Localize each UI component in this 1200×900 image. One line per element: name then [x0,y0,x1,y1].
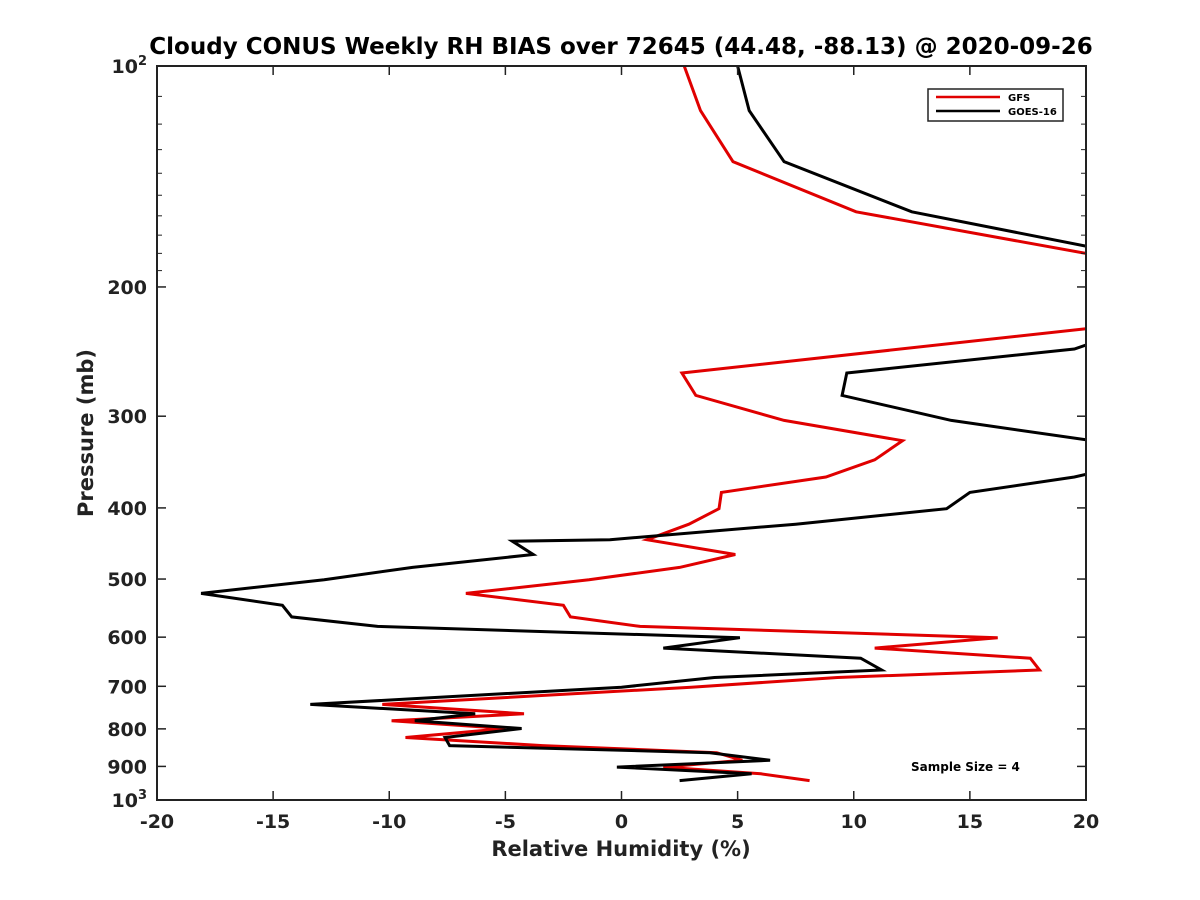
x-tick-label: 0 [615,811,628,833]
plot-lines [200,66,1086,783]
legend: GFS GOES-16 [927,88,1064,122]
legend-box [927,88,1064,122]
x-tick-label: 15 [957,811,983,833]
y-tick-label: 300 [107,406,147,428]
sample-size-annotation: Sample Size = 4 [911,760,1020,774]
x-tick-label: -20 [140,811,174,833]
y-tick-label: 200 [107,277,147,299]
y-tick-label: 102 [112,54,148,78]
series-line-goes16 [200,66,1086,783]
y-tick-label: 800 [107,719,147,741]
series-line-gfs [382,66,1086,783]
y-axis: 102 200 300 400 500 600 700 800 900 103 [107,54,1086,812]
x-tick-label: 20 [1073,811,1099,833]
y-tick-label: 400 [107,498,147,520]
y-tick-label: 700 [107,676,147,698]
x-tick-label: 10 [841,811,867,833]
x-tick-label: -10 [372,811,406,833]
x-tick-label: 5 [731,811,744,833]
y-axis-label: Pressure (mb) [74,349,98,517]
chart-title: Cloudy CONUS Weekly RH BIAS over 72645 (… [149,34,1092,60]
legend-label-gfs: GFS [1008,93,1030,104]
x-axis-label: Relative Humidity (%) [491,837,750,861]
x-axis: -20 -15 -10 -5 0 5 10 15 20 [140,66,1099,833]
legend-label-goes16: GOES-16 [1008,107,1057,118]
y-tick-label: 500 [107,569,147,591]
y-tick-label: 600 [107,627,147,649]
x-tick-label: -15 [256,811,290,833]
x-tick-label: -5 [495,811,516,833]
y-tick-label: 103 [112,788,148,812]
y-tick-label: 900 [107,756,147,778]
